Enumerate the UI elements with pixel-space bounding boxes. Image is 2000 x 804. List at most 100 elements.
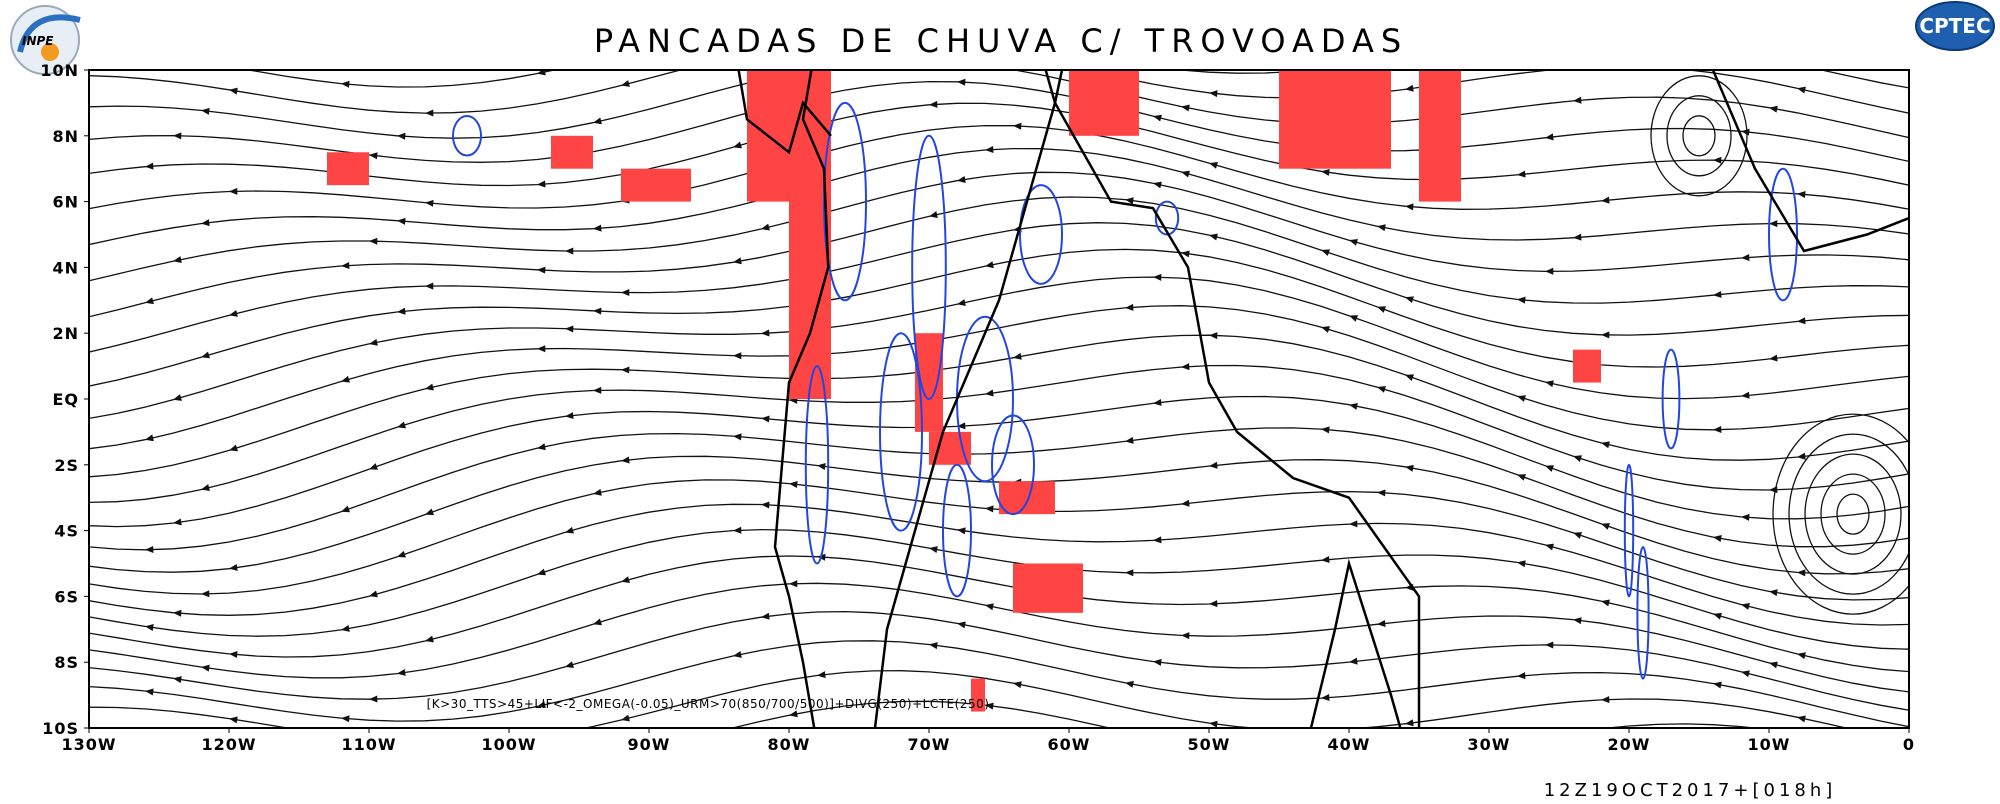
vortex — [1666, 95, 1732, 177]
arrowhead — [537, 443, 546, 451]
arrowhead — [229, 444, 238, 452]
arrowhead — [1713, 156, 1722, 164]
arrowhead — [1741, 670, 1750, 678]
arrowhead — [565, 325, 574, 333]
arrowhead — [1573, 96, 1582, 104]
arrowhead — [397, 759, 406, 766]
arrowhead — [957, 729, 965, 736]
lon-label: 130W — [61, 735, 116, 754]
arrowhead — [565, 247, 574, 255]
arrowhead — [229, 87, 238, 95]
logo-dot — [41, 43, 59, 61]
arrowhead — [1377, 386, 1386, 393]
arrowhead — [789, 710, 798, 718]
coastline — [737, 70, 832, 155]
arrowhead — [229, 563, 238, 571]
arrowhead — [341, 624, 350, 632]
arrowhead — [145, 434, 154, 442]
arrowhead — [201, 590, 210, 598]
arrowhead — [537, 70, 546, 76]
arrowhead — [565, 661, 574, 668]
arrowhead — [229, 651, 238, 659]
streamline — [108, 700, 1760, 728]
arrowhead — [1349, 315, 1358, 322]
arrowhead — [341, 262, 350, 270]
arrowhead — [621, 456, 630, 464]
arrowhead — [1797, 652, 1806, 660]
arrowhead — [1797, 452, 1806, 460]
arrowhead — [1741, 391, 1750, 399]
logo-text: INPE — [22, 34, 54, 48]
arrowhead — [537, 180, 546, 188]
arrowhead — [929, 211, 938, 219]
arrowhead — [957, 422, 966, 430]
convection-area — [1069, 70, 1139, 136]
arrowhead — [1909, 645, 1917, 652]
arrowhead — [789, 580, 798, 588]
arrowhead — [425, 282, 434, 290]
arrowhead — [1349, 402, 1358, 410]
contour — [1768, 167, 1798, 302]
vortex — [1836, 493, 1870, 535]
contour — [991, 414, 1035, 516]
arrowhead — [341, 375, 350, 383]
contour — [911, 134, 947, 400]
arrowhead — [397, 668, 406, 676]
arrowhead — [1713, 769, 1721, 776]
arrowhead — [985, 261, 994, 269]
arrowhead — [565, 31, 574, 38]
arrowhead — [1517, 560, 1526, 568]
arrowhead — [1573, 617, 1582, 625]
plot-area — [89, 12, 1917, 776]
logo-circle — [10, 5, 80, 75]
convection-area — [1419, 70, 1461, 202]
arrowhead — [957, 176, 966, 183]
arrowhead — [761, 329, 770, 337]
lat-label: 2S — [54, 456, 79, 475]
formula: [K>30_TTS>45+LIF<-2_OMEGA(-0.05)_URM>70(… — [427, 697, 990, 711]
arrowhead — [145, 768, 153, 775]
arrowhead — [1713, 612, 1722, 620]
arrowhead — [1713, 535, 1722, 542]
arrowhead — [425, 635, 434, 643]
streamline — [89, 70, 1909, 114]
arrowhead — [1181, 499, 1190, 507]
arrowhead — [369, 590, 378, 598]
lat-label: 4N — [52, 258, 79, 277]
arrowhead — [1769, 661, 1778, 669]
title: PANCADAS DE CHUVA C/ TROVOADAS — [594, 22, 1408, 60]
lon-label: 30W — [1468, 735, 1511, 754]
arrowhead — [1601, 441, 1610, 449]
lat-label: 2N — [52, 324, 79, 343]
lat-label: EQ — [52, 390, 79, 409]
lon-label: 60W — [1048, 735, 1091, 754]
arrowhead — [565, 526, 574, 534]
arrowhead — [173, 746, 181, 753]
contour — [879, 332, 923, 532]
convection-area — [1013, 563, 1083, 613]
arrowhead — [985, 603, 994, 611]
arrowhead — [733, 257, 742, 265]
arrowhead — [593, 488, 602, 496]
arrowhead — [593, 386, 602, 394]
arrowhead — [733, 526, 742, 534]
lon-label: 80W — [768, 735, 811, 754]
arrowhead — [1797, 569, 1806, 577]
arrowhead — [341, 80, 350, 88]
arrowhead — [1013, 122, 1022, 130]
streamline — [89, 222, 1909, 353]
lon-label: 110W — [341, 735, 396, 754]
contour — [1636, 546, 1650, 680]
arrowhead — [369, 695, 378, 703]
arrowhead — [1517, 37, 1526, 44]
arrowhead — [1601, 331, 1610, 339]
arrowhead — [929, 642, 938, 650]
vortex — [1788, 433, 1909, 595]
arrowhead — [789, 481, 798, 488]
contour — [956, 315, 1014, 483]
arrowhead — [621, 289, 630, 297]
contour — [1019, 184, 1063, 285]
lat-label: 8S — [54, 653, 79, 672]
arrowhead — [1405, 464, 1414, 472]
arrowhead — [957, 12, 966, 19]
